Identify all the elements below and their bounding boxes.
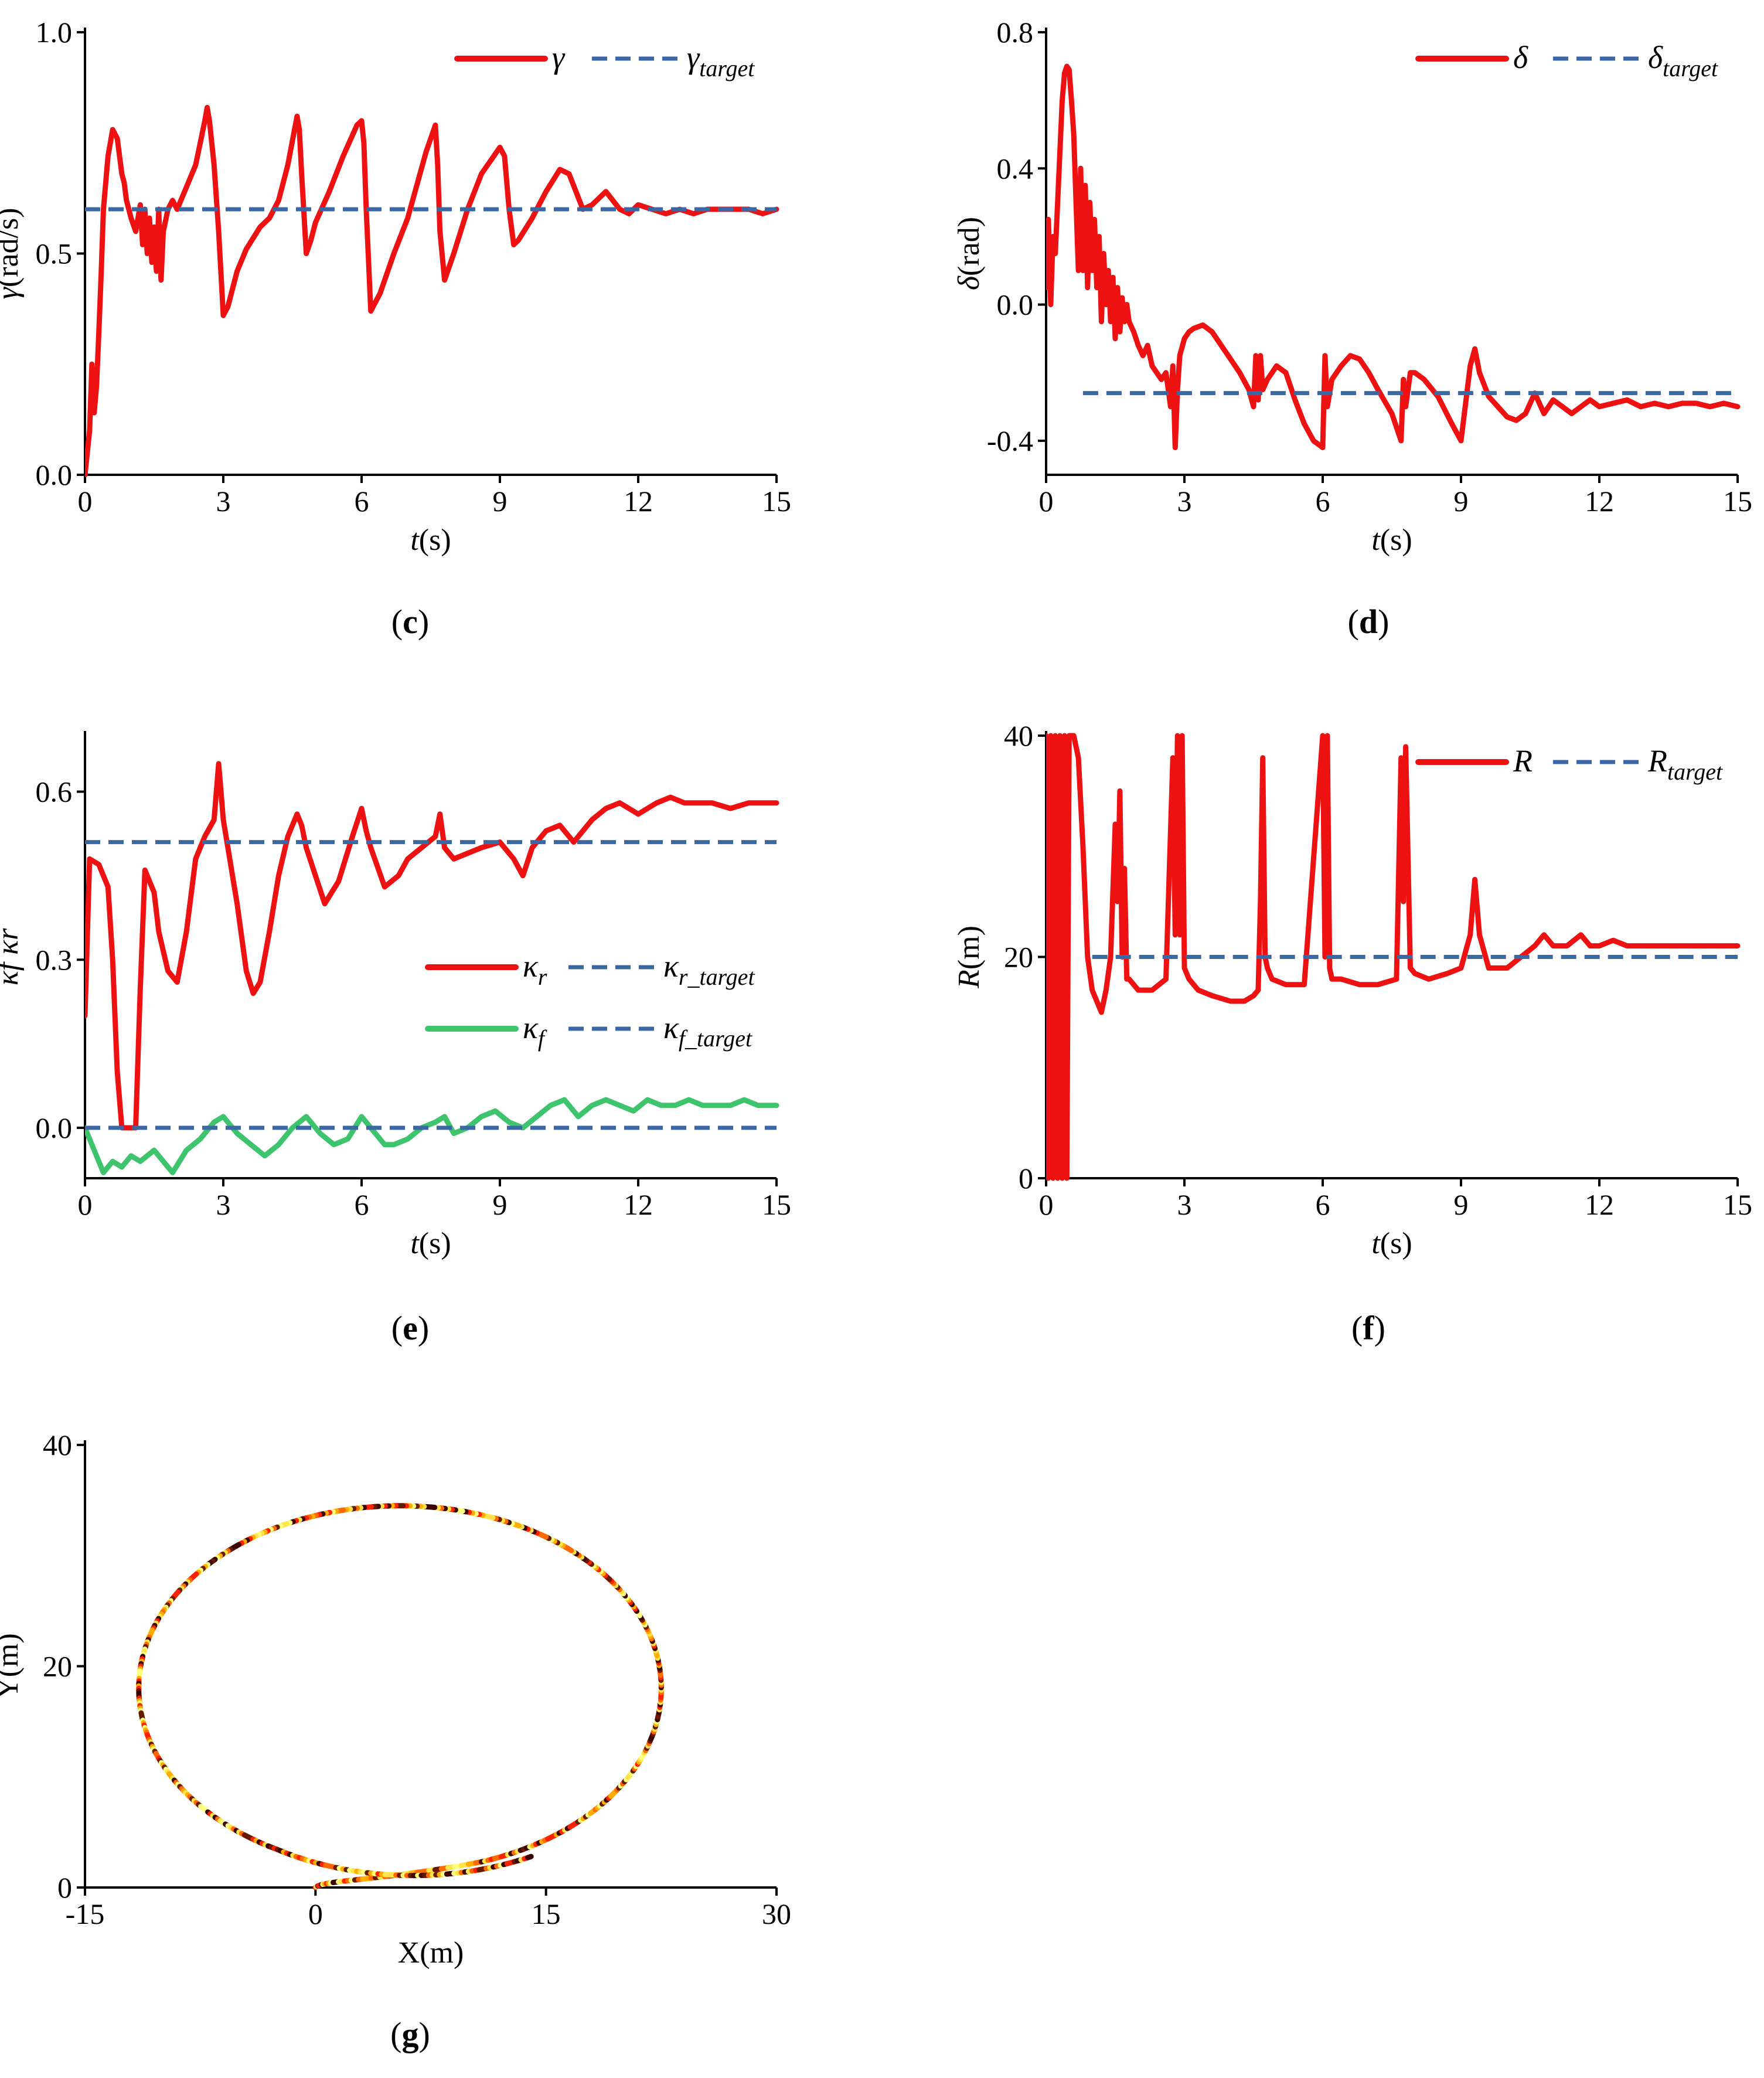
x-tick-label: 15 xyxy=(762,1188,791,1221)
legend-label: δtarget xyxy=(1648,40,1718,81)
series-group xyxy=(85,761,779,1175)
x-tick-label: 0 xyxy=(78,1188,93,1221)
series-group xyxy=(1046,733,1741,1181)
y-tick-label: 20 xyxy=(43,1650,72,1683)
y-tick-label: 0.5 xyxy=(36,237,73,270)
x-axis-label: X(m) xyxy=(398,1936,464,1970)
y-tick-label: 0.0 xyxy=(36,458,73,491)
x-tick-label: 12 xyxy=(1585,1188,1614,1221)
axes: 0 3 6 9 12 15 0.0 0.3 0.6 t(s) κf κr xyxy=(0,731,791,1260)
panel-caption: (f) xyxy=(1351,1309,1385,1347)
panel-d: 0 3 6 9 12 15 -0.4 0.0 0.4 0.8 t(s) δ(rad) δ δtarget (… xyxy=(952,16,1752,641)
y-axis-label: γ(rad/s) xyxy=(0,208,25,299)
series-group xyxy=(85,104,779,478)
x-tick-label: 6 xyxy=(1316,1188,1330,1221)
series-line--r xyxy=(85,761,779,1131)
x-tick-label: 3 xyxy=(216,1188,231,1221)
y-tick-label: 0.4 xyxy=(997,152,1034,185)
x-tick-label: 30 xyxy=(762,1897,791,1930)
panel-f: 0 3 6 9 12 15 0 20 40 t(s) R(m) R Rtarget (f) xyxy=(952,719,1752,1347)
y-tick-label: 0.3 xyxy=(36,943,73,976)
x-tick-label: 0 xyxy=(1039,485,1054,518)
trajectory-segment xyxy=(525,1853,534,1861)
x-tick-label: 6 xyxy=(355,485,369,518)
legend: R Rtarget xyxy=(1415,743,1723,785)
x-axis-label: t(s) xyxy=(410,1227,451,1260)
panel-caption: (c) xyxy=(391,603,429,641)
legend: δ δtarget xyxy=(1415,40,1718,81)
y-axis-label: R(m) xyxy=(952,926,986,989)
legend-label: γtarget xyxy=(687,40,755,81)
y-axis-label: κf κr xyxy=(0,928,25,985)
x-tick-label: 15 xyxy=(1723,1188,1752,1221)
y-tick-label: 0.8 xyxy=(997,16,1034,49)
series-line-- xyxy=(1046,63,1741,450)
x-tick-label: 9 xyxy=(493,1188,508,1221)
x-tick-label: 3 xyxy=(216,485,231,518)
y-tick-label: 20 xyxy=(1004,941,1033,974)
series-line--f xyxy=(85,1097,779,1175)
legend-label: κr_target xyxy=(663,948,755,990)
legend-label: κf xyxy=(523,1010,547,1052)
x-tick-label: 6 xyxy=(1316,485,1330,518)
legend-label: γ xyxy=(552,40,566,75)
y-tick-label: 0 xyxy=(57,1871,72,1904)
panel-c: 0 3 6 9 12 15 0.0 0.5 1.0 t(s) γ(rad/s) γ γtarget (c) xyxy=(0,16,791,641)
x-tick-label: 9 xyxy=(1454,1188,1469,1221)
legend-label: κr xyxy=(523,948,547,990)
x-tick-label: 15 xyxy=(532,1897,561,1930)
x-tick-label: 3 xyxy=(1177,485,1192,518)
legend-label: κf_target xyxy=(663,1010,752,1052)
series-line-- xyxy=(85,104,779,478)
y-tick-label: 40 xyxy=(1004,719,1033,752)
x-tick-label: -15 xyxy=(66,1897,105,1930)
panel-caption: (e) xyxy=(391,1309,429,1347)
x-tick-label: 12 xyxy=(624,485,653,518)
x-tick-label: 9 xyxy=(1454,485,1469,518)
x-axis-label: t(s) xyxy=(1371,523,1412,557)
y-tick-label: 0.0 xyxy=(36,1111,73,1144)
x-axis-label: t(s) xyxy=(410,523,451,557)
y-tick-label: 0 xyxy=(1019,1162,1033,1195)
y-axis-label: δ(rad) xyxy=(952,217,986,290)
x-tick-label: 12 xyxy=(624,1188,653,1221)
legend-label: Rtarget xyxy=(1647,743,1723,785)
x-tick-label: 3 xyxy=(1177,1188,1192,1221)
y-axis-label: Y(m) xyxy=(0,1633,25,1699)
x-tick-label: 15 xyxy=(762,485,791,518)
panel-caption: (g) xyxy=(390,2015,430,2053)
y-tick-label: 40 xyxy=(43,1429,72,1461)
series-group xyxy=(1046,63,1741,450)
legend: κr κr_target κf κf_target xyxy=(425,948,755,1052)
series-line-R xyxy=(1046,733,1741,1181)
x-tick-label: 0 xyxy=(308,1897,323,1930)
x-tick-label: 0 xyxy=(1039,1188,1054,1221)
axes: 0 3 6 9 12 15 0.0 0.5 1.0 t(s) γ(rad/s) xyxy=(0,16,791,557)
x-tick-label: 15 xyxy=(1723,485,1752,518)
y-tick-label: -0.4 xyxy=(987,424,1033,457)
axes: 0 3 6 9 12 15 0 20 40 t(s) R(m) xyxy=(952,719,1752,1260)
legend-label: δ xyxy=(1513,40,1528,75)
panel-caption: (d) xyxy=(1348,603,1390,641)
x-tick-label: 9 xyxy=(493,485,508,518)
x-axis-label: t(s) xyxy=(1371,1227,1412,1260)
x-tick-label: 6 xyxy=(355,1188,369,1221)
y-tick-label: 1.0 xyxy=(36,16,73,49)
legend: γ γtarget xyxy=(454,40,755,81)
trajectory xyxy=(136,1503,664,1890)
y-tick-label: 0.0 xyxy=(997,288,1034,321)
x-tick-label: 12 xyxy=(1585,485,1614,518)
y-tick-label: 0.6 xyxy=(36,776,73,808)
x-tick-label: 0 xyxy=(78,485,93,518)
legend-label: R xyxy=(1513,743,1533,778)
